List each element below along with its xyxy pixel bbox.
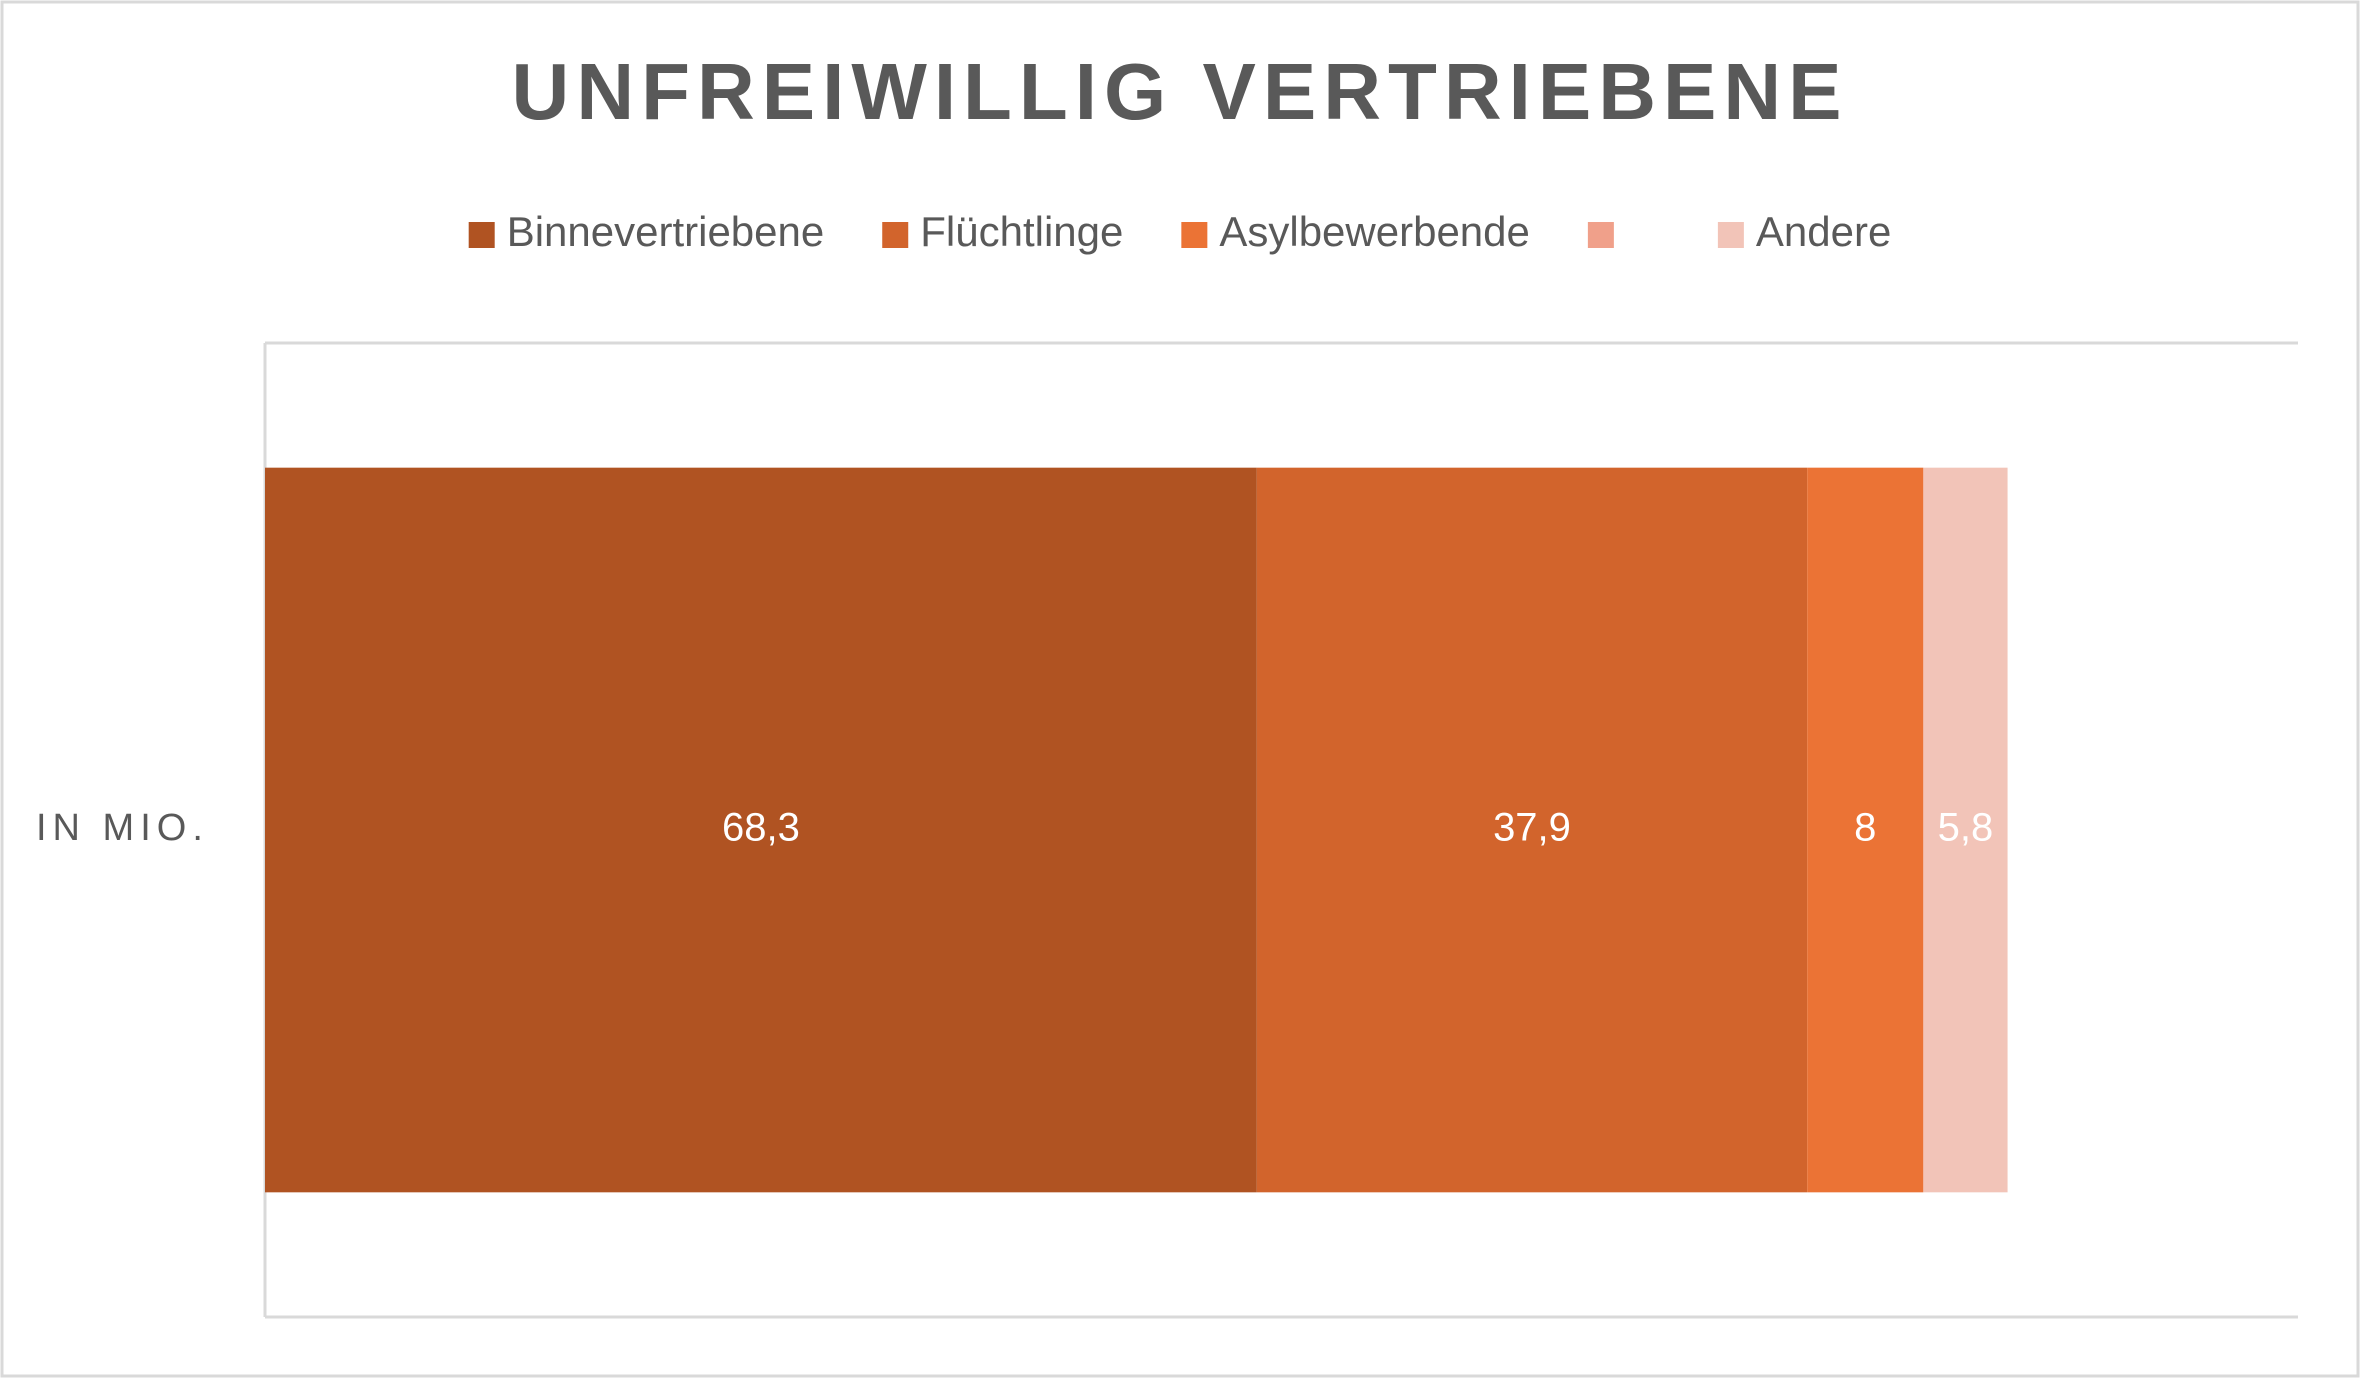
data-label: 5,8 [1938,806,1994,850]
chart-title: UNFREIWILLIG VERTRIEBENE [512,47,1849,136]
bar-segment [1923,467,2008,1193]
data-label: 68,3 [722,806,800,850]
data-label: 37,9 [1493,806,1571,850]
bar-segment [265,467,1257,1193]
bar-segment [1256,467,1808,1193]
legend-label: Asylbewerbende [1219,208,1530,255]
legend-swatch [1181,222,1208,248]
legend-label: Flüchtlinge [920,208,1123,255]
bar-segment [1807,467,1924,1193]
legend-swatch [1717,222,1744,248]
legend-swatch [882,222,909,248]
legend-swatch [468,222,495,248]
data-label: 8 [1854,806,1876,850]
legend-label: Andere [1756,208,1891,255]
legend-label: Binnevertriebene [507,208,825,255]
y-tick-label: IN MIO. [36,807,209,849]
legend-swatch [1587,222,1614,248]
